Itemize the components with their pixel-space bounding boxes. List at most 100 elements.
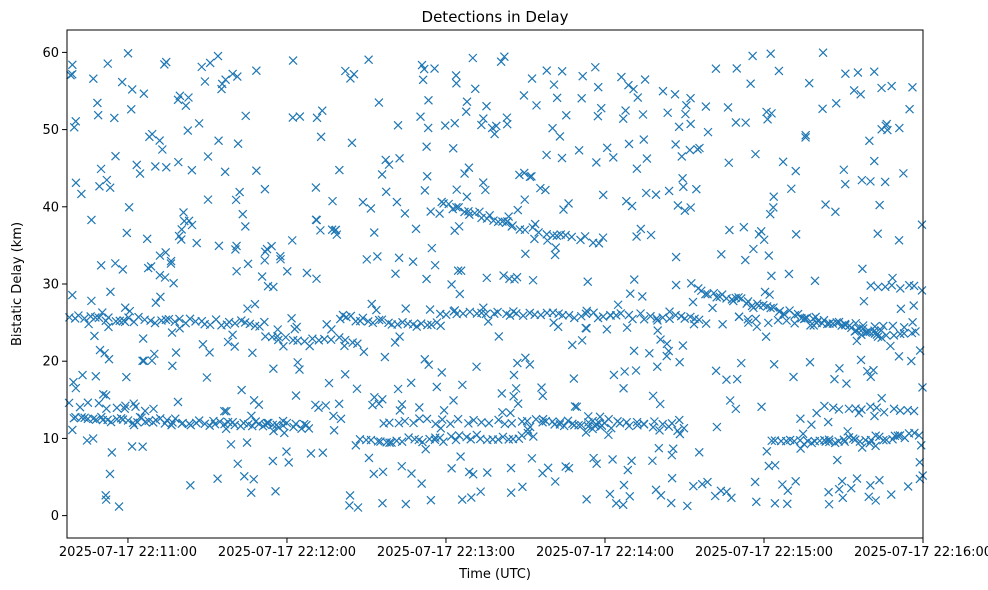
- detection-point: [561, 230, 571, 240]
- detection-point: [627, 456, 636, 466]
- detection-point: [465, 307, 475, 317]
- detection-point: [369, 392, 379, 402]
- detection-point: [695, 143, 704, 153]
- detection-point: [243, 259, 253, 269]
- detection-point: [147, 356, 157, 366]
- detection-point: [373, 436, 383, 446]
- detection-point: [671, 280, 681, 290]
- detection-point: [149, 349, 159, 359]
- detection-point: [611, 498, 621, 508]
- detection-point: [395, 405, 405, 415]
- detection-point: [856, 355, 866, 365]
- detection-point: [334, 399, 344, 409]
- detection-point: [850, 435, 860, 445]
- detection-point: [392, 197, 402, 207]
- detection-point: [448, 143, 458, 153]
- detection-point: [655, 399, 665, 409]
- detection-point: [537, 383, 546, 392]
- detection-point: [344, 500, 354, 510]
- detection-point: [528, 275, 538, 285]
- detection-point: [674, 122, 684, 132]
- detection-point: [888, 321, 898, 331]
- detection-point: [419, 64, 429, 74]
- detection-point: [205, 348, 214, 357]
- detection-point: [786, 184, 796, 194]
- detection-point: [352, 384, 362, 394]
- detection-point: [138, 356, 147, 366]
- detection-point: [451, 202, 461, 212]
- detection-point: [647, 456, 657, 466]
- detection-point: [260, 420, 270, 430]
- detection-point: [96, 164, 106, 174]
- detection-point: [406, 378, 416, 388]
- detection-point: [326, 335, 336, 345]
- detection-point: [499, 271, 509, 280]
- detection-point: [766, 49, 776, 59]
- detection-point: [134, 312, 143, 322]
- detection-point: [170, 414, 180, 424]
- detection-point: [267, 332, 277, 342]
- detection-point: [616, 72, 626, 82]
- detection-point: [908, 82, 917, 92]
- detection-point: [198, 339, 208, 349]
- detection-point: [480, 185, 490, 195]
- detection-point: [287, 235, 297, 245]
- detection-point: [602, 143, 612, 153]
- detection-point: [237, 385, 247, 395]
- detection-point: [463, 418, 473, 428]
- detection-point: [666, 498, 676, 508]
- y-tick-label: 40: [42, 200, 59, 215]
- x-axis-label: Time (UTC): [458, 567, 531, 582]
- detection-point: [493, 435, 503, 444]
- detection-point: [835, 363, 844, 373]
- detection-point: [801, 133, 810, 142]
- detection-point: [636, 224, 646, 234]
- detection-point: [441, 310, 451, 320]
- detection-point: [648, 422, 658, 432]
- detection-point: [857, 264, 867, 274]
- detection-point: [527, 74, 537, 84]
- detection-point: [307, 334, 317, 344]
- detection-point: [644, 348, 654, 358]
- detection-point: [569, 313, 579, 323]
- detection-point: [127, 85, 137, 94]
- detection-point: [722, 487, 732, 497]
- detection-point: [351, 440, 361, 450]
- detection-point: [460, 169, 469, 178]
- detection-point: [135, 169, 145, 179]
- detection-point: [636, 309, 645, 318]
- detection-point: [680, 314, 690, 323]
- detection-point: [675, 429, 685, 439]
- detection-point: [613, 416, 622, 426]
- detection-point: [385, 438, 394, 448]
- detection-point: [121, 401, 130, 411]
- detection-point: [830, 374, 839, 384]
- detection-point: [517, 482, 527, 492]
- detection-point: [183, 126, 193, 136]
- detection-point: [632, 164, 642, 174]
- detection-point: [462, 432, 472, 442]
- detection-point: [436, 321, 446, 331]
- detection-point: [318, 448, 328, 458]
- detection-point: [340, 341, 349, 351]
- detection-point: [662, 339, 672, 349]
- detection-point: [243, 304, 252, 314]
- detection-point: [750, 477, 760, 487]
- detection-point: [854, 408, 864, 418]
- detection-point: [886, 490, 896, 500]
- detection-point: [658, 419, 668, 429]
- detection-point: [505, 408, 515, 418]
- detection-point: [456, 266, 466, 276]
- detection-point: [292, 322, 302, 332]
- detection-point: [115, 316, 125, 326]
- detection-point: [374, 98, 384, 108]
- detection-point: [173, 397, 183, 407]
- detection-point: [358, 197, 368, 207]
- detection-point: [155, 136, 165, 146]
- detection-point: [170, 317, 180, 327]
- detection-point: [397, 437, 407, 447]
- detection-point: [770, 460, 780, 470]
- detection-point: [397, 461, 407, 471]
- detection-point: [509, 391, 519, 401]
